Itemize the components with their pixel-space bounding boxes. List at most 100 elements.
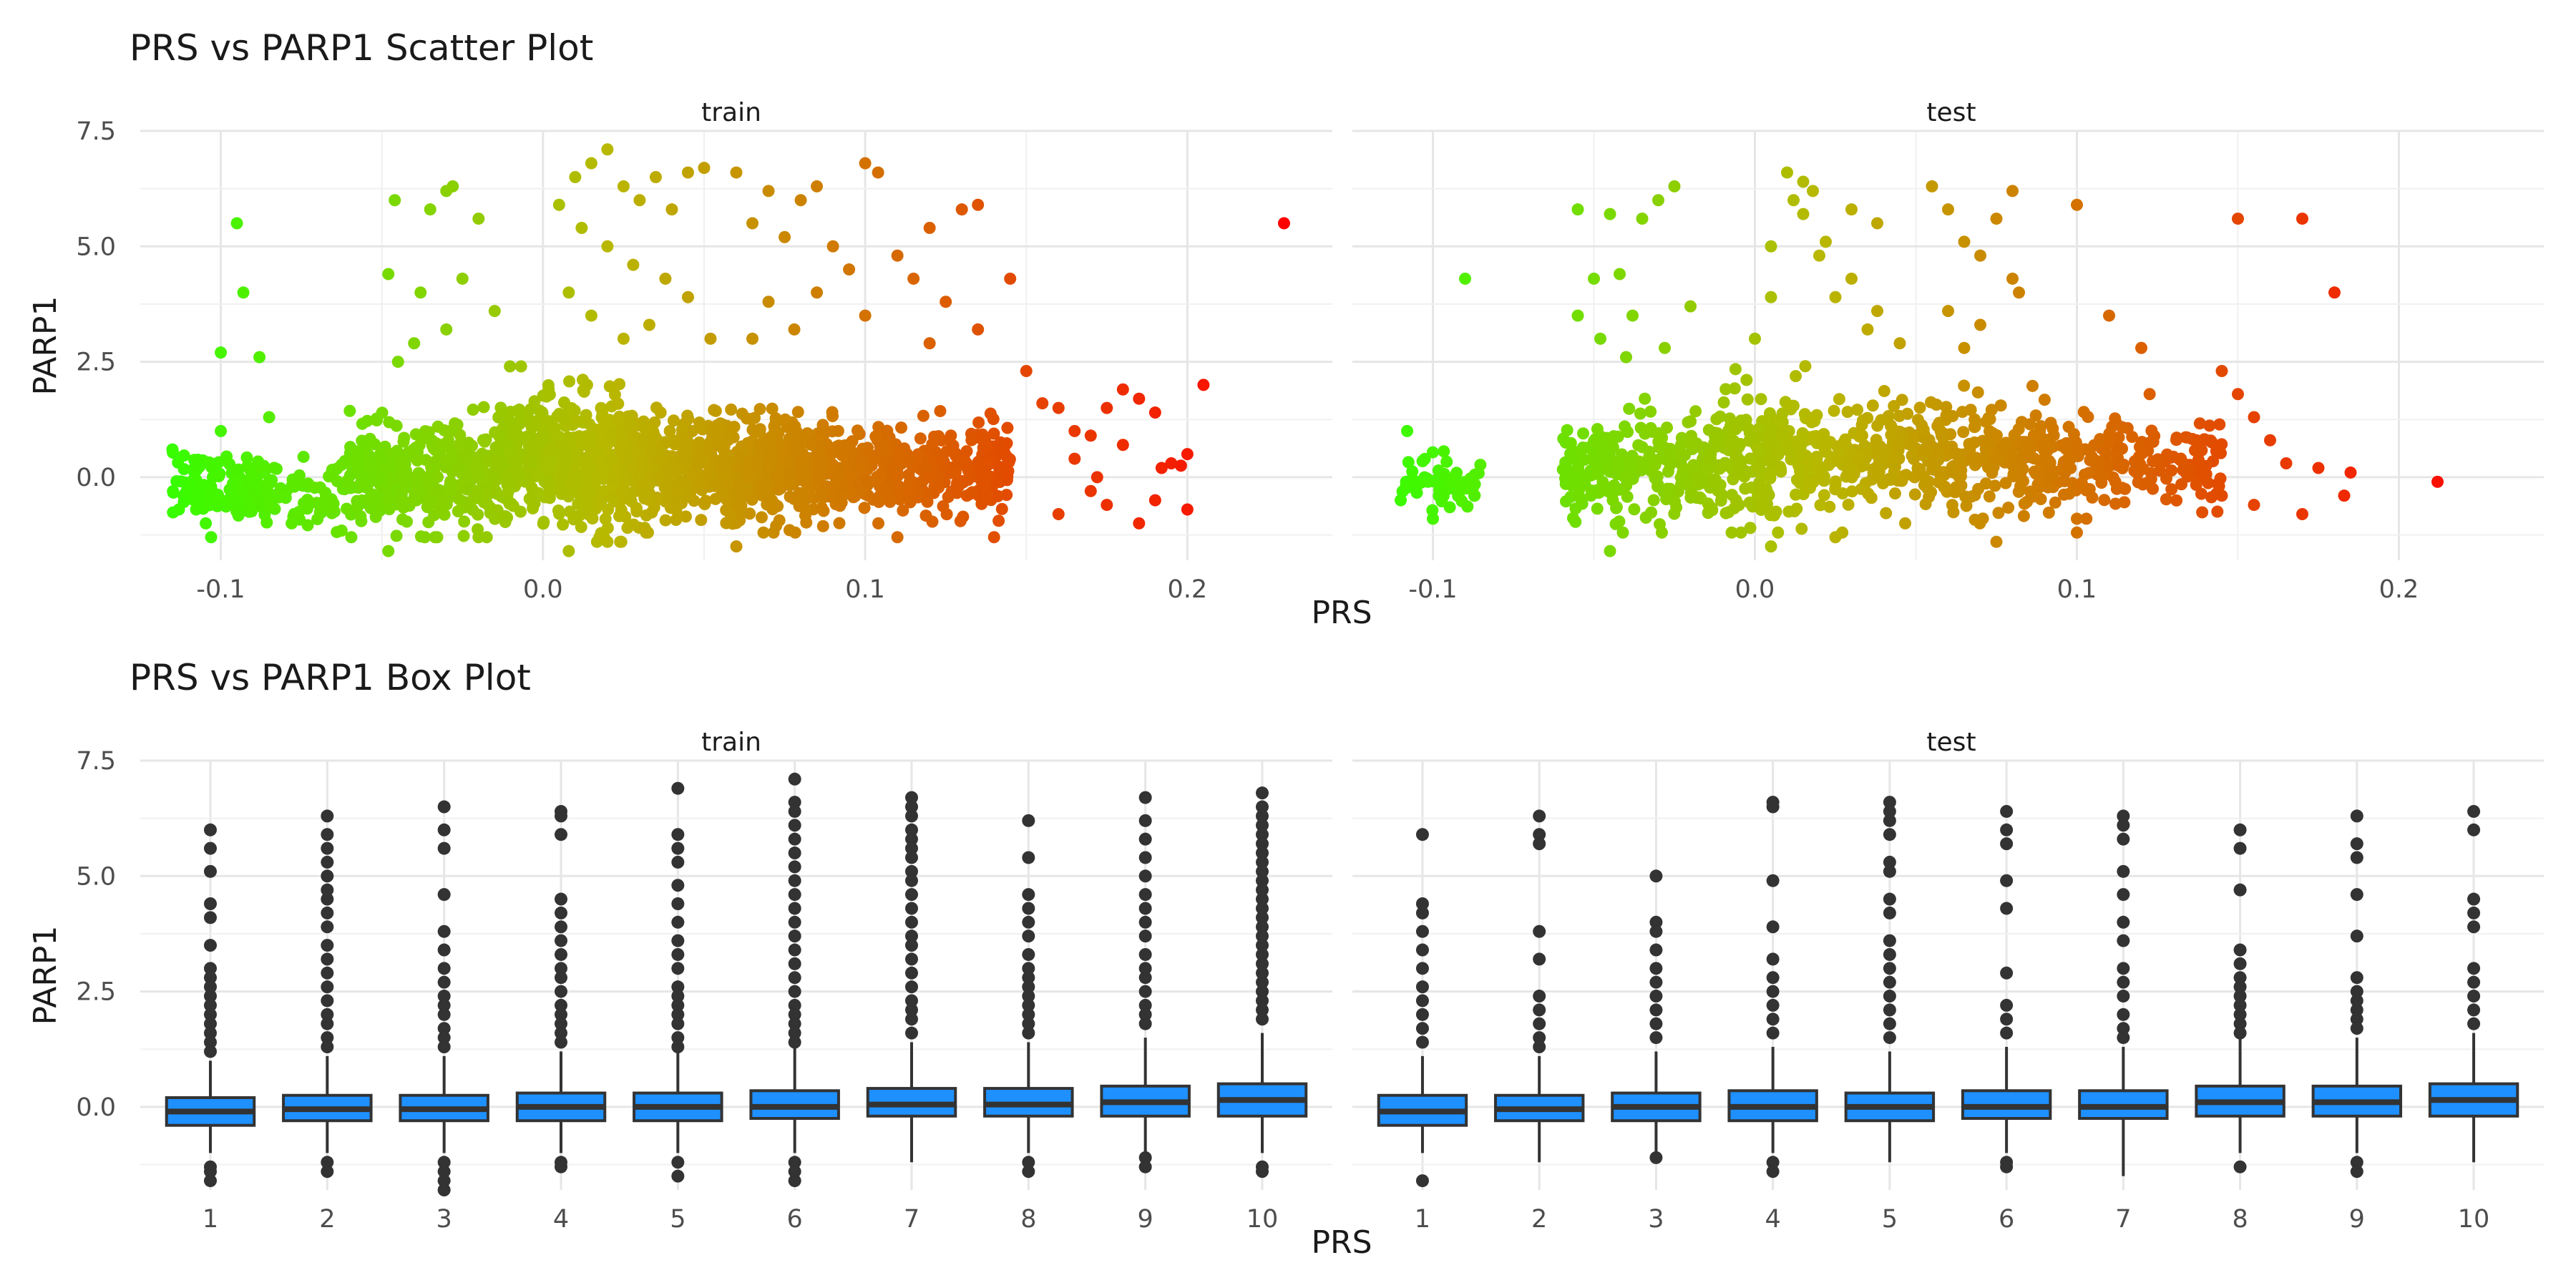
outlier-point [321, 869, 334, 883]
scatter-point [897, 504, 909, 517]
outlier-point [321, 920, 334, 934]
scatter-point [1277, 217, 1290, 230]
scatter-point [928, 430, 941, 443]
box-test-vertical-gridlines [1421, 761, 2475, 1190]
scatter-point [364, 432, 376, 445]
box-train-x-tick-label: 3 [436, 1205, 452, 1234]
scatter-point [872, 496, 885, 509]
scatter-point [1845, 485, 1858, 498]
scatter-point [627, 518, 640, 531]
outlier-point [437, 924, 451, 938]
outlier-point [2000, 823, 2014, 836]
scatter-point [691, 441, 704, 454]
scatter-point [328, 505, 341, 518]
outlier-point [1533, 1031, 1546, 1045]
outlier-point [1256, 975, 1269, 989]
outlier-point [2117, 975, 2130, 989]
outlier-point [1883, 1031, 1896, 1045]
scatter-point [1810, 452, 1823, 464]
scatter-point [346, 461, 359, 474]
scatter-point [2215, 438, 2228, 451]
outlier-point [1022, 1008, 1035, 1021]
box-test-box-9 [2311, 809, 2403, 1179]
scatter-point [557, 412, 570, 425]
scatter-point [1820, 235, 1832, 248]
scatter-point [2101, 456, 2114, 469]
scatter-point [612, 397, 625, 410]
scatter-point [527, 496, 540, 509]
scatter-point [1116, 383, 1129, 396]
outlier-point [1533, 990, 1546, 1003]
scatter-point [1626, 472, 1639, 485]
outlier-point [1533, 1040, 1546, 1053]
scatter-point [1466, 482, 1479, 495]
scatter-point [1823, 500, 1836, 513]
outlier-point [1883, 947, 1896, 961]
scatter-point [2160, 493, 2172, 506]
scatter-point [851, 424, 864, 437]
scatter-point [2112, 441, 2125, 454]
scatter-point [783, 475, 796, 488]
scatter-point [682, 413, 695, 426]
scatter-point [663, 424, 676, 437]
scatter-point [1573, 483, 1586, 496]
scatter-point [1763, 426, 1776, 439]
scatter-point [467, 403, 479, 416]
outlier-point [1415, 962, 1429, 975]
scatter-point [1959, 490, 1972, 503]
scatter-point [633, 194, 646, 207]
scatter-point [531, 442, 544, 455]
outlier-point [1883, 962, 1896, 975]
outlier-point [2350, 1013, 2363, 1026]
scatter-point [1829, 531, 1842, 544]
outlier-point [321, 1165, 334, 1179]
scatter-point [934, 404, 947, 417]
scatter-train-y-tick-label: 5.0 [76, 233, 116, 261]
scatter-point [656, 455, 669, 468]
scatter-point [525, 421, 538, 434]
outlier-point [1256, 837, 1269, 851]
scatter-point [1704, 453, 1717, 466]
scatter-point [1594, 332, 1606, 345]
outlier-point [437, 800, 451, 814]
scatter-point [753, 426, 766, 439]
box-test-x-tick-label: 10 [2458, 1205, 2490, 1234]
scatter-point [1977, 452, 1990, 464]
scatter-point [730, 540, 743, 553]
outlier-point [2467, 906, 2481, 919]
outlier-point [671, 897, 685, 910]
outlier-point [437, 990, 451, 1003]
outlier-point [555, 1017, 567, 1030]
scatter-point [617, 180, 630, 192]
scatter-point [456, 272, 469, 285]
scatter-point [1728, 382, 1741, 395]
scatter-point [1765, 291, 1777, 303]
box-train-x-tick-label: 10 [1246, 1205, 1279, 1234]
scatter-point [766, 402, 779, 415]
scatter-point [794, 194, 807, 207]
scatter-point [691, 457, 704, 470]
scatter-point [1474, 459, 1487, 472]
scatter-point [1001, 470, 1014, 483]
scatter-point [477, 434, 489, 447]
outlier-point [437, 975, 451, 989]
scatter-point [1610, 502, 1623, 514]
scatter-point [613, 410, 626, 423]
scatter-point [419, 531, 431, 544]
scatter-point [555, 440, 568, 453]
outlier-point [788, 1017, 801, 1030]
scatter-point [709, 477, 722, 490]
scatter-point [859, 309, 872, 322]
scatter-point [2119, 482, 2132, 495]
scatter-point [960, 445, 973, 458]
scatter-point [992, 514, 1005, 527]
scatter-point [858, 502, 871, 514]
scatter-point [1591, 467, 1604, 480]
outlier-point [1649, 1031, 1663, 1045]
scatter-point [1888, 400, 1901, 413]
scatter-point [1818, 489, 1830, 502]
outlier-point [1533, 828, 1546, 841]
scatter-point [215, 346, 228, 359]
scatter-point [2006, 459, 2019, 472]
outlier-point [2117, 864, 2130, 878]
